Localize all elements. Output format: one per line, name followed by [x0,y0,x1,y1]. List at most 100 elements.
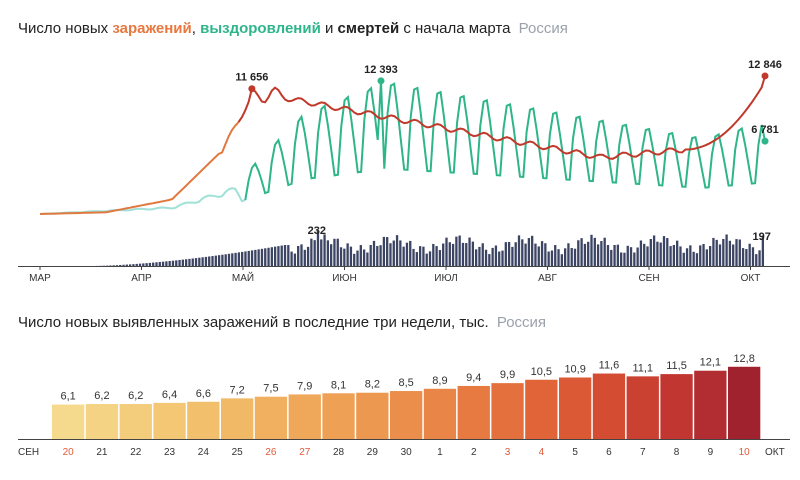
deaths-bar [748,243,751,266]
title-prefix: Число новых [18,20,109,37]
bar [592,373,626,439]
deaths-bar [590,234,593,266]
deaths-bar [300,244,303,266]
category-label: 1 [437,447,443,458]
chart2-title-text: Число новых выявленных заражений в после… [18,314,489,331]
recovered-line [244,80,766,201]
bar-value-label: 9,9 [500,369,515,381]
deaths-bar [234,252,237,266]
deaths-bar [353,253,356,266]
deaths-bar [392,240,395,266]
deaths-bar [405,242,409,266]
deaths-bar [379,245,382,266]
deaths-bar [633,252,636,266]
deaths-bar [741,248,745,266]
deaths-bar [138,263,142,266]
deaths-bar [356,250,359,266]
deaths-bar [244,251,247,266]
category-label: 23 [164,447,176,458]
deaths-bar [557,249,560,266]
bar [288,394,321,439]
bar-value-label: 8,2 [365,379,380,391]
region-selector-1[interactable]: Россия [518,20,568,37]
deaths-bar [399,240,402,266]
deaths-bar [620,252,623,266]
bar-value-label: 8,5 [399,377,414,389]
deaths-bar [643,243,646,266]
deaths-bar [672,244,676,266]
deaths-bar [521,239,524,266]
deaths-bar [283,244,287,266]
category-label: 29 [367,447,379,458]
deaths-bar [596,244,600,266]
deaths-bar [211,256,214,266]
deaths-bar [527,238,531,266]
bar-value-label: 12,8 [733,353,754,365]
deaths-bar [478,246,481,266]
deaths-bar [386,237,389,266]
deaths-bar [142,263,145,266]
deaths-bar [732,244,735,266]
deaths-bar [524,243,527,266]
bar [254,396,288,439]
deaths-bar [755,254,758,266]
category-label: 28 [333,447,345,458]
category-label: 8 [674,447,680,458]
deaths-bar [254,249,257,266]
deaths-bar [168,261,171,266]
category-label: 4 [539,447,545,458]
deaths-bar [554,245,557,266]
deaths-bar [603,237,606,266]
category-label: 3 [505,447,511,458]
deaths-bar [293,253,297,266]
x-tick-label: ИЮН [332,273,357,284]
title-recovered: выздоровлений [200,20,321,37]
deaths-bar [382,236,386,266]
cases-chart: 11 656 12 393 12 846 6 781 232 197 МАР АПР МАЙ ИЮ… [18,59,790,284]
weekly-bar-chart: 6,1206,2216,2226,4236,6247,2257,5267,927… [18,353,790,458]
deaths-bar [761,235,765,266]
category-label: 30 [401,447,413,458]
bar [221,398,254,439]
region-selector-2[interactable]: Россия [496,314,547,331]
bar-value-label: 8,1 [331,379,346,391]
category-label: 6 [606,447,612,458]
deaths-bar [343,248,346,266]
infected-line [237,75,766,160]
deaths-bar [273,246,277,266]
deaths-bar [435,246,438,266]
bar [153,402,186,439]
deaths-bar [666,238,669,266]
deaths-bar [613,244,616,266]
category-label: 9 [708,447,714,458]
category-label: 26 [265,447,277,458]
deaths-bar [132,264,135,266]
deaths-bar [702,244,705,266]
deaths-bar [303,249,306,266]
deaths-bar [231,253,234,266]
category-label: 10 [739,447,751,458]
bar [457,385,490,439]
bar [728,366,761,439]
bar-value-label: 12,1 [700,357,721,369]
deaths-bar [260,248,264,266]
deaths-bar [475,249,478,266]
deaths-bar [481,243,484,266]
deaths-bar [517,235,521,266]
deaths-bar [498,251,501,266]
bar [423,388,457,439]
deaths-bar [728,240,732,266]
deaths-bar [389,243,392,266]
deaths-bar [501,250,504,266]
deaths-bar [438,250,442,266]
deaths-bar [297,246,300,266]
deaths-bar [550,250,554,266]
deaths-bar [616,244,620,266]
infected-peak-label: 11 656 [235,72,268,84]
bar-value-label: 7,2 [230,384,245,396]
deaths-bar [593,237,596,266]
x-tick-label: ОКТ [741,273,761,284]
deaths-bar [491,247,494,266]
deaths-bar [600,241,603,266]
deaths-bar [330,244,333,266]
